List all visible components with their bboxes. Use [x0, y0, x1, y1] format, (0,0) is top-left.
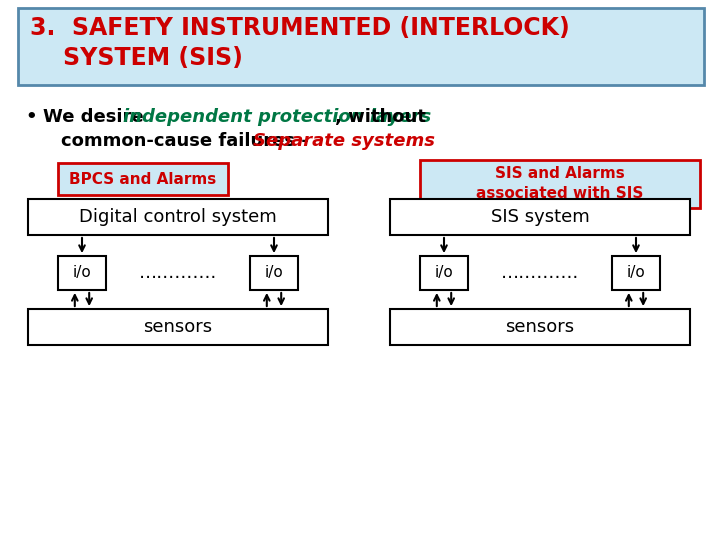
Text: •: • [25, 108, 37, 126]
Bar [28, 199, 328, 235]
Text: sensors: sensors [505, 318, 575, 336]
Text: Digital control system: Digital control system [79, 208, 277, 226]
Text: We desire: We desire [43, 108, 150, 126]
Bar [28, 309, 328, 345]
Bar [390, 309, 690, 345]
Text: SYSTEM (SIS): SYSTEM (SIS) [30, 46, 243, 70]
Text: independent protection layers: independent protection layers [123, 108, 431, 126]
Text: ………….: …………. [501, 264, 579, 282]
Text: i/o: i/o [626, 266, 645, 280]
Text: sensors: sensors [143, 318, 212, 336]
Bar [612, 256, 660, 290]
Bar [250, 256, 298, 290]
Text: 3.  SAFETY INSTRUMENTED (INTERLOCK): 3. SAFETY INSTRUMENTED (INTERLOCK) [30, 16, 570, 40]
Text: BPCS and Alarms: BPCS and Alarms [69, 172, 217, 186]
Text: common-cause failures -: common-cause failures - [61, 132, 315, 150]
Text: , without: , without [335, 108, 426, 126]
Text: SIS system: SIS system [490, 208, 590, 226]
Text: associated with SIS: associated with SIS [477, 186, 644, 201]
Bar [58, 163, 228, 195]
Text: ………….: …………. [139, 264, 217, 282]
Text: i/o: i/o [435, 266, 454, 280]
Text: i/o: i/o [73, 266, 91, 280]
Text: i/o: i/o [265, 266, 284, 280]
Bar [58, 256, 106, 290]
Bar [390, 199, 690, 235]
Bar [420, 160, 700, 208]
Text: SIS and Alarms: SIS and Alarms [495, 166, 625, 181]
Bar [420, 256, 468, 290]
Bar [18, 8, 704, 85]
Text: Separate systems: Separate systems [253, 132, 435, 150]
